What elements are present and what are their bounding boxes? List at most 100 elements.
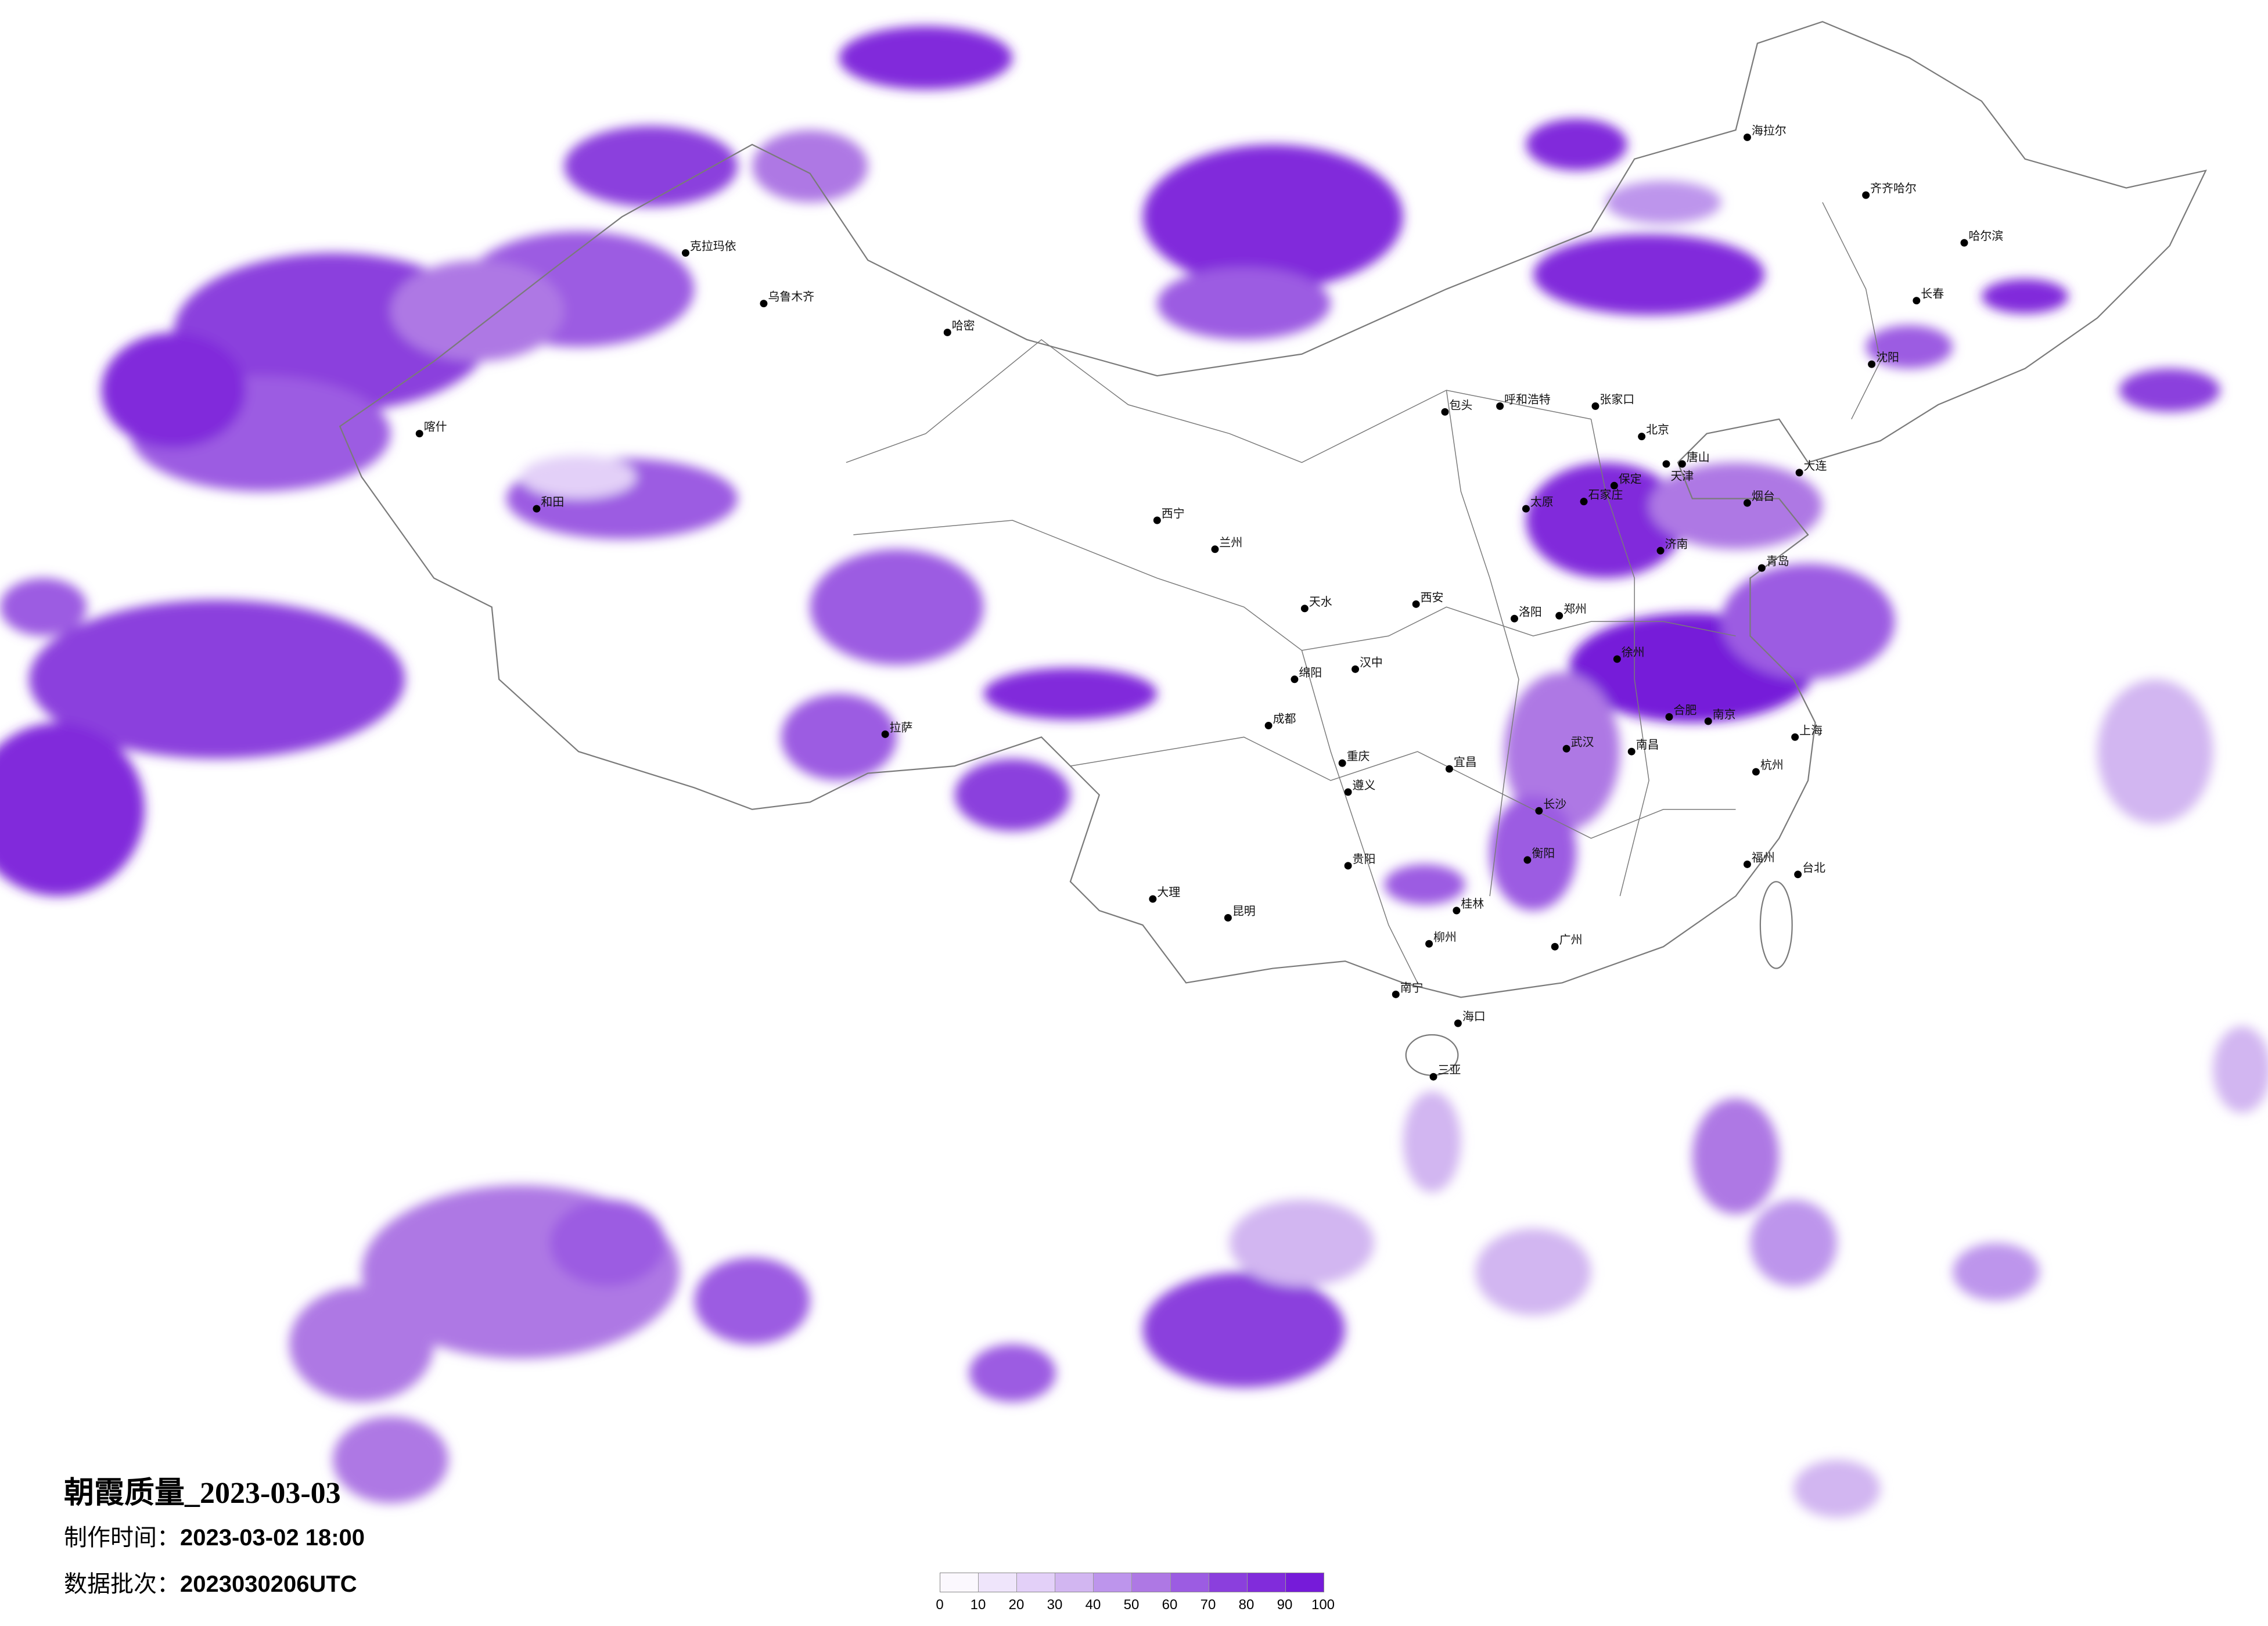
city-label: 柳州 bbox=[1433, 930, 1457, 944]
city-dot bbox=[1791, 733, 1799, 741]
city-label: 广州 bbox=[1559, 933, 1583, 947]
data-batch-label: 数据批次： bbox=[64, 1571, 180, 1597]
city-label: 大连 bbox=[1804, 459, 1827, 473]
made-time-label: 制作时间： bbox=[64, 1524, 180, 1551]
city-marker: 成都 bbox=[1264, 712, 1296, 729]
city-dot bbox=[1743, 499, 1751, 507]
legend-tick-label: 60 bbox=[1162, 1597, 1178, 1613]
legend-swatch bbox=[979, 1573, 1018, 1592]
province-border bbox=[1070, 736, 1736, 839]
province-border bbox=[1822, 202, 1881, 420]
city-marker: 遵义 bbox=[1344, 779, 1376, 796]
legend-swatch bbox=[1285, 1573, 1324, 1592]
city-marker: 三亚 bbox=[1429, 1063, 1461, 1081]
legend-swatch bbox=[1247, 1573, 1286, 1592]
city-marker: 和田 bbox=[533, 495, 564, 513]
city-marker: 齐齐哈尔 bbox=[1862, 182, 1917, 199]
city-marker: 呼和浩特 bbox=[1496, 393, 1551, 410]
forecast-patch bbox=[1157, 267, 1331, 340]
city-dot bbox=[760, 300, 768, 308]
forecast-patch bbox=[752, 130, 868, 203]
city-label: 遵义 bbox=[1353, 779, 1376, 792]
city-label: 齐齐哈尔 bbox=[1870, 182, 1917, 195]
city-label: 徐州 bbox=[1622, 646, 1645, 659]
city-dot bbox=[1960, 239, 1968, 247]
city-marker: 兰州 bbox=[1211, 536, 1242, 553]
forecast-patch bbox=[564, 125, 738, 207]
city-label: 南京 bbox=[1713, 708, 1736, 721]
city-dot bbox=[1496, 402, 1504, 410]
city-dot bbox=[1454, 1019, 1462, 1027]
city-marker: 福州 bbox=[1743, 851, 1775, 868]
city-label: 海口 bbox=[1462, 1010, 1486, 1023]
city-marker: 拉萨 bbox=[881, 721, 912, 738]
city-marker: 南京 bbox=[1704, 708, 1736, 725]
city-label: 合肥 bbox=[1673, 704, 1696, 717]
legend-tick-label: 0 bbox=[936, 1597, 944, 1613]
city-marker: 广州 bbox=[1551, 933, 1583, 951]
city-dot bbox=[1264, 721, 1273, 729]
city-marker: 贵阳 bbox=[1344, 852, 1375, 870]
city-dot bbox=[1453, 906, 1461, 915]
forecast-patch bbox=[332, 1416, 449, 1503]
city-dot bbox=[415, 430, 423, 438]
legend-tick-label: 10 bbox=[970, 1597, 986, 1613]
forecast-patch bbox=[983, 667, 1158, 720]
forecast-patch bbox=[1142, 1272, 1346, 1388]
city-label: 保定 bbox=[1619, 472, 1642, 485]
forecast-patch bbox=[2213, 1026, 2268, 1113]
city-dot bbox=[1224, 913, 1232, 922]
forecast-patch bbox=[810, 549, 984, 665]
city-dot bbox=[1555, 611, 1563, 620]
forecast-patch bbox=[289, 1286, 434, 1402]
city-marker: 唐山 bbox=[1678, 451, 1710, 468]
city-dot bbox=[1344, 862, 1352, 870]
country-border bbox=[339, 21, 2207, 1076]
forecast-patch bbox=[969, 1344, 1056, 1402]
legend-colorbar bbox=[940, 1573, 1324, 1592]
city-marker: 喀什 bbox=[415, 420, 447, 438]
city-label: 济南 bbox=[1665, 537, 1688, 551]
province-border bbox=[846, 339, 1591, 463]
forecast-patch bbox=[1953, 1243, 2040, 1301]
legend-swatch bbox=[1055, 1573, 1094, 1592]
city-marker: 武汉 bbox=[1562, 735, 1594, 753]
city-dot bbox=[1300, 605, 1309, 613]
forecast-patch bbox=[2119, 368, 2220, 412]
city-dot bbox=[1535, 807, 1543, 815]
forecast-field bbox=[0, 26, 2268, 1518]
city-marker: 海口 bbox=[1454, 1010, 1486, 1027]
city-dot bbox=[1352, 665, 1360, 673]
city-label: 洛阳 bbox=[1519, 605, 1542, 618]
forecast-patch bbox=[1526, 462, 1685, 578]
city-label: 兰州 bbox=[1219, 536, 1242, 549]
city-label: 克拉玛依 bbox=[690, 240, 736, 253]
legend-swatch bbox=[940, 1573, 979, 1592]
province-border bbox=[1590, 419, 1649, 897]
forecast-patch bbox=[839, 26, 1013, 90]
city-dot bbox=[943, 328, 951, 336]
legend-tick-label: 50 bbox=[1123, 1597, 1140, 1613]
city-dot bbox=[1425, 940, 1433, 948]
legend-swatch bbox=[1209, 1573, 1248, 1592]
city-dot bbox=[1551, 942, 1559, 951]
city-dot bbox=[1291, 675, 1299, 684]
province-border bbox=[853, 520, 1736, 651]
city-marker: 保定 bbox=[1610, 472, 1642, 490]
city-marker: 桂林 bbox=[1453, 897, 1484, 915]
legend-swatch bbox=[1094, 1573, 1133, 1592]
city-dot bbox=[1678, 460, 1686, 468]
city-marker: 杭州 bbox=[1752, 758, 1784, 776]
city-dot bbox=[681, 249, 689, 257]
china-outline bbox=[339, 21, 2207, 998]
taiwan-outline bbox=[1759, 881, 1793, 969]
city-marker: 天津 bbox=[1662, 460, 1694, 483]
legend-tick-label: 40 bbox=[1085, 1597, 1101, 1613]
city-label: 和田 bbox=[541, 495, 564, 509]
city-dot bbox=[1392, 990, 1400, 998]
legend-swatch bbox=[1017, 1573, 1056, 1592]
city-marker: 徐州 bbox=[1613, 646, 1645, 663]
forecast-patch bbox=[1721, 563, 1895, 679]
legend-swatch bbox=[1170, 1573, 1209, 1592]
forecast-patch bbox=[520, 455, 637, 499]
